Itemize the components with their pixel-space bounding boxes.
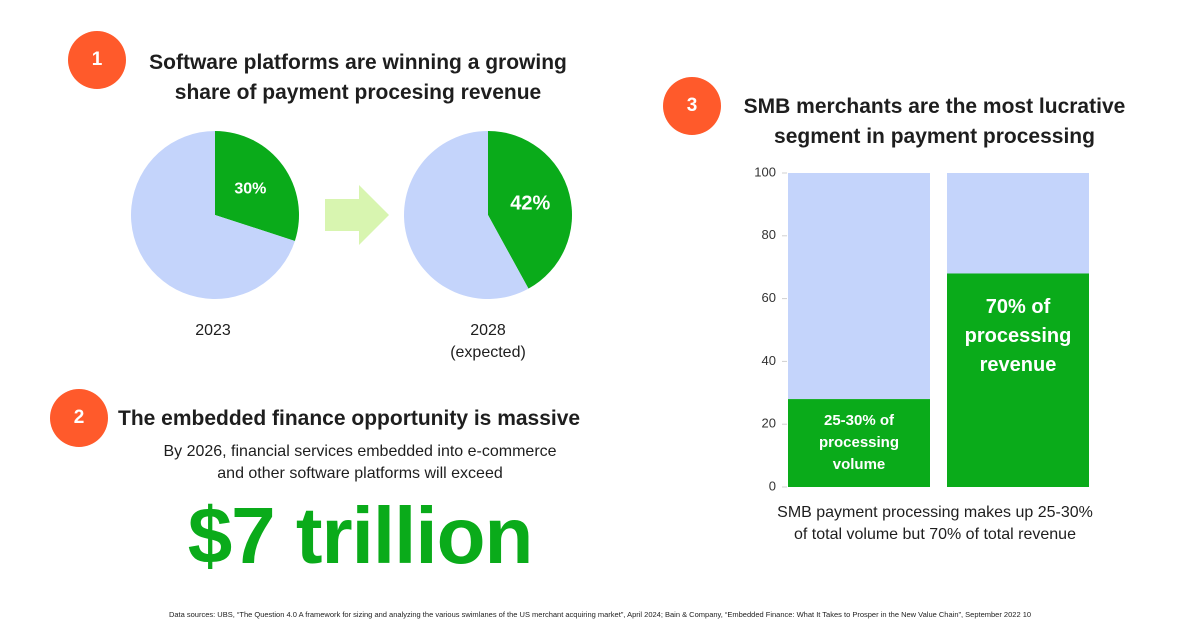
section-1-title-line2: share of payment procesing revenue	[174, 81, 542, 104]
bar-0-remainder	[788, 173, 930, 400]
bar-0-label-line-2: volume	[833, 456, 886, 473]
y-tick-label-4: 80	[762, 227, 776, 242]
section-2-badge: 2	[50, 389, 108, 447]
bar-caption-line1: SMB payment processing makes up 25-30%	[777, 504, 1093, 521]
section-2-body-line1: By 2026, financial services embedded int…	[163, 443, 557, 460]
section-3-title: SMB merchants are the most lucrative seg…	[722, 92, 1147, 152]
data-sources-footnote: Data sources: UBS, “The Question 4.0 A f…	[168, 610, 1032, 619]
bar-0-label-line-0: 25-30% of	[824, 412, 895, 429]
y-tick-label-2: 40	[762, 353, 776, 368]
arrow-right-icon	[325, 185, 389, 245]
bar-1-remainder	[947, 173, 1089, 274]
section-2-title: The embedded finance opportunity is mass…	[118, 407, 581, 430]
bar-1-label-line-0: 70% of	[986, 296, 1051, 318]
section-2-body-line2: and other software platforms will exceed	[217, 465, 503, 482]
y-tick-label-3: 60	[762, 290, 776, 305]
bar-1-value	[947, 273, 1089, 487]
section-3-title-line1: SMB merchants are the most lucrative	[743, 95, 1126, 118]
section-1-badge: 1	[68, 31, 126, 89]
pie-1-slice-0-label: 42%	[510, 192, 550, 214]
section-3-badge: 3	[663, 77, 721, 135]
pie-chart-2028: 42%	[404, 131, 573, 299]
pie-2023-caption: 2023	[163, 320, 263, 342]
stacked-bar-chart: 0 20 40 60 80 100 25-30% of processing volume 70…	[754, 165, 1089, 493]
section-2-body: By 2026, financial services embedded int…	[140, 441, 580, 485]
section-3-title-line2: segment in payment processing	[774, 125, 1095, 148]
pie-1-slice-0	[488, 131, 573, 289]
pie-chart-2023: 30%	[131, 131, 299, 299]
pie-2028-caption-line1: 2028	[470, 322, 506, 339]
y-tick-label-0: 0	[769, 478, 776, 493]
bar-chart-caption: SMB payment processing makes up 25-30% o…	[740, 502, 1130, 546]
pie-0-slice-1	[131, 131, 295, 299]
pie-0-slice-0	[215, 131, 299, 241]
bar-caption-line2: of total volume but 70% of total revenue	[794, 526, 1076, 543]
bar-0-value	[788, 399, 930, 487]
pie-2028-caption-line2: (expected)	[450, 344, 526, 361]
pie-2028-caption: 2028 (expected)	[418, 320, 558, 364]
pie-2023-caption-line1: 2023	[195, 322, 231, 339]
y-tick-label-1: 20	[762, 416, 776, 431]
y-tick-label-5: 100	[754, 165, 776, 179]
section-1-title: Software platforms are winning a growing…	[118, 48, 598, 108]
section-1-title-line1: Software platforms are winning a growing	[149, 51, 567, 74]
bar-1-label-line-2: revenue	[980, 354, 1057, 376]
highlight-amount: $7 trillion	[187, 491, 534, 580]
pie-1-slice-1	[404, 131, 529, 299]
bar-0-label-line-1: processing	[819, 434, 899, 451]
bar-1-label-line-1: processing	[965, 325, 1072, 347]
pie-0-slice-0-label: 30%	[234, 181, 266, 198]
